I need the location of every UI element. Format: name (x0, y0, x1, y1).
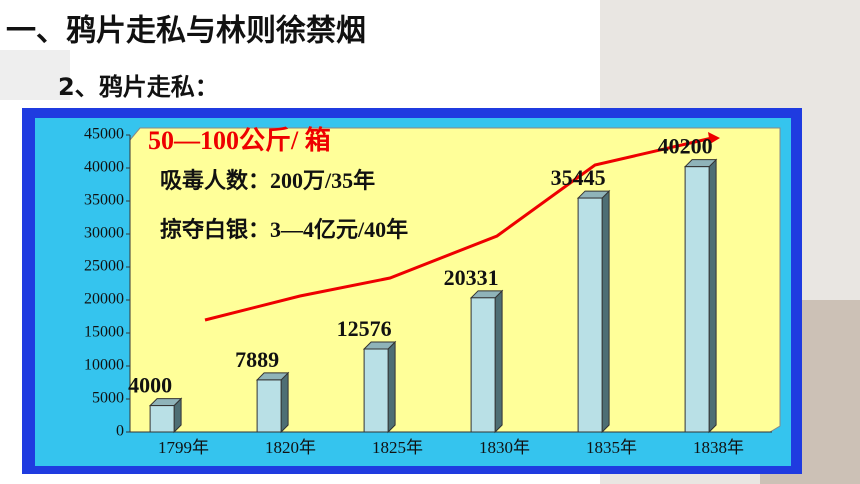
annotation: 吸毒人数：200万/35年 (160, 168, 375, 193)
y-tick-label: 40000 (84, 159, 124, 176)
bar-side (601, 189, 610, 434)
value-label: 35445 (551, 165, 606, 190)
value-label: 7889 (235, 347, 279, 372)
bar (684, 166, 710, 433)
x-tick-label: 1830年 (479, 438, 530, 457)
y-tick-label: 5000 (92, 390, 124, 407)
bar-side (387, 340, 396, 434)
bar-side (494, 289, 503, 434)
x-tick-label: 1799年 (158, 438, 209, 457)
bar (363, 348, 389, 433)
x-tick-label: 1835年 (586, 438, 637, 457)
bar-side (708, 158, 717, 434)
background-stamp (0, 50, 70, 100)
value-label: 40200 (658, 134, 713, 159)
bar (577, 197, 603, 433)
slide-title: 一、鸦片走私与林则徐禁烟 (6, 14, 366, 49)
x-tick-label: 1825年 (372, 438, 423, 457)
x-tick-label: 1820年 (265, 438, 316, 457)
arrow-head (708, 132, 720, 144)
value-label: 4000 (128, 373, 172, 398)
y-tick-label: 35000 (84, 192, 124, 209)
value-label: 12576 (337, 316, 392, 341)
y-tick-label: 15000 (84, 324, 124, 341)
y-tick-label: 0 (116, 423, 124, 440)
y-tick-label: 25000 (84, 258, 124, 275)
y-tick-label: 10000 (84, 357, 124, 374)
slide-subtitle: 2、鸦片走私： (58, 73, 219, 101)
bar (470, 297, 496, 433)
y-tick-label: 30000 (84, 225, 124, 242)
trend-arrow (204, 136, 713, 322)
y-tick-label: 20000 (84, 291, 124, 308)
annotation: 50—100公斤/ 箱 (148, 125, 331, 155)
y-tick-label: 45000 (84, 126, 124, 143)
value-label: 20331 (444, 265, 499, 290)
bar (256, 379, 282, 433)
annotation: 掠夺白银：3—4亿元/40年 (160, 217, 408, 242)
x-tick-label: 1838年 (693, 438, 744, 457)
bar-side (280, 371, 289, 434)
bar (149, 405, 175, 433)
